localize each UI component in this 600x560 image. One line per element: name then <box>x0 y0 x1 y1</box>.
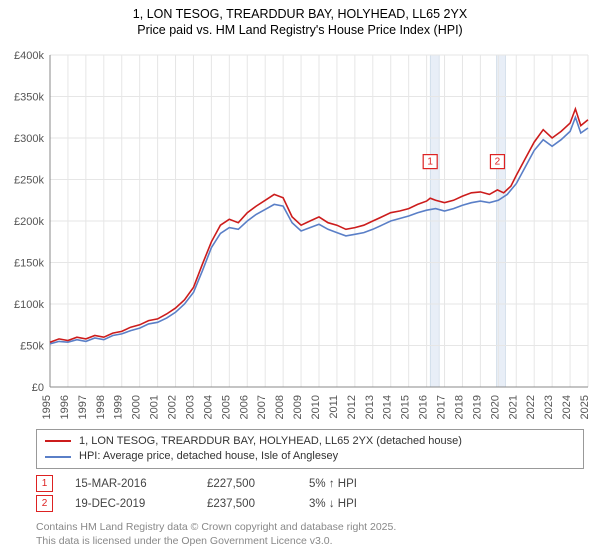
footer-attribution: Contains HM Land Registry data © Crown c… <box>36 520 584 548</box>
svg-text:£350k: £350k <box>14 91 44 103</box>
svg-text:2003: 2003 <box>184 395 196 419</box>
svg-text:2020: 2020 <box>489 395 501 419</box>
svg-text:1995: 1995 <box>41 395 53 419</box>
legend-swatch <box>45 456 71 458</box>
legend-item: 1, LON TESOG, TREARDDUR BAY, HOLYHEAD, L… <box>45 434 575 449</box>
svg-text:2000: 2000 <box>131 395 143 419</box>
svg-text:£50k: £50k <box>20 340 44 352</box>
svg-text:2009: 2009 <box>292 395 304 419</box>
transaction-date: 15-MAR-2016 <box>75 478 185 490</box>
svg-text:2008: 2008 <box>274 395 286 419</box>
svg-text:1996: 1996 <box>59 395 71 419</box>
svg-text:2021: 2021 <box>507 395 519 419</box>
chart-container: 1, LON TESOG, TREARDDUR BAY, HOLYHEAD, L… <box>0 0 600 560</box>
svg-text:£300k: £300k <box>14 133 44 145</box>
svg-text:£400k: £400k <box>14 50 44 62</box>
transaction-price: £237,500 <box>207 498 287 510</box>
svg-text:1997: 1997 <box>77 395 89 419</box>
footer-line-2: This data is licensed under the Open Gov… <box>36 534 584 548</box>
svg-text:2024: 2024 <box>561 395 573 419</box>
legend-label: HPI: Average price, detached house, Isle… <box>79 449 338 464</box>
svg-text:£0: £0 <box>32 382 44 394</box>
chart-svg: £0 £50k £100k £150k £200k £250k £300k £350k £400… <box>4 45 596 425</box>
legend: 1, LON TESOG, TREARDDUR BAY, HOLYHEAD, L… <box>36 429 584 470</box>
svg-text:2001: 2001 <box>149 395 161 419</box>
svg-text:2004: 2004 <box>202 395 214 419</box>
legend-label: 1, LON TESOG, TREARDDUR BAY, HOLYHEAD, L… <box>79 434 462 449</box>
svg-text:2010: 2010 <box>310 395 322 419</box>
svg-text:1: 1 <box>427 156 433 167</box>
transaction-date: 19-DEC-2019 <box>75 498 185 510</box>
chart-area: £0 £50k £100k £150k £200k £250k £300k £350k £400… <box>4 45 596 425</box>
svg-text:2018: 2018 <box>453 395 465 419</box>
svg-text:2015: 2015 <box>400 395 412 419</box>
transaction-row: 1 15-MAR-2016 £227,500 5% ↑ HPI <box>36 475 584 492</box>
svg-text:2017: 2017 <box>436 395 448 419</box>
svg-text:2022: 2022 <box>525 395 537 419</box>
svg-text:2: 2 <box>495 156 501 167</box>
transaction-delta: 3% ↓ HPI <box>309 498 357 510</box>
legend-item: HPI: Average price, detached house, Isle… <box>45 449 575 464</box>
transaction-row: 2 19-DEC-2019 £237,500 3% ↓ HPI <box>36 495 584 512</box>
svg-text:2025: 2025 <box>579 395 591 419</box>
title-line-2: Price paid vs. HM Land Registry's House … <box>0 22 600 38</box>
svg-text:2013: 2013 <box>364 395 376 419</box>
legend-swatch <box>45 440 71 442</box>
svg-text:£250k: £250k <box>14 174 44 186</box>
transaction-marker: 2 <box>36 495 53 512</box>
svg-text:2016: 2016 <box>418 395 430 419</box>
transaction-delta: 5% ↑ HPI <box>309 478 357 490</box>
svg-text:2005: 2005 <box>220 395 232 419</box>
title-line-1: 1, LON TESOG, TREARDDUR BAY, HOLYHEAD, L… <box>0 6 600 22</box>
svg-text:2007: 2007 <box>256 395 268 419</box>
svg-text:2011: 2011 <box>328 395 340 419</box>
transactions-table: 1 15-MAR-2016 £227,500 5% ↑ HPI 2 19-DEC-2019… <box>36 475 584 512</box>
footer-line-1: Contains HM Land Registry data © Crown c… <box>36 520 584 534</box>
svg-text:£100k: £100k <box>14 299 44 311</box>
svg-text:2006: 2006 <box>238 395 250 419</box>
svg-text:2019: 2019 <box>471 395 483 419</box>
svg-text:2012: 2012 <box>346 395 358 419</box>
svg-text:1998: 1998 <box>95 395 107 419</box>
transaction-marker: 1 <box>36 475 53 492</box>
transaction-price: £227,500 <box>207 478 287 490</box>
svg-text:2023: 2023 <box>543 395 555 419</box>
svg-text:£150k: £150k <box>14 257 44 269</box>
svg-text:2002: 2002 <box>167 395 179 419</box>
title-block: 1, LON TESOG, TREARDDUR BAY, HOLYHEAD, L… <box>0 0 600 39</box>
svg-text:£200k: £200k <box>14 216 44 228</box>
svg-text:1999: 1999 <box>113 395 125 419</box>
svg-text:2014: 2014 <box>382 395 394 419</box>
